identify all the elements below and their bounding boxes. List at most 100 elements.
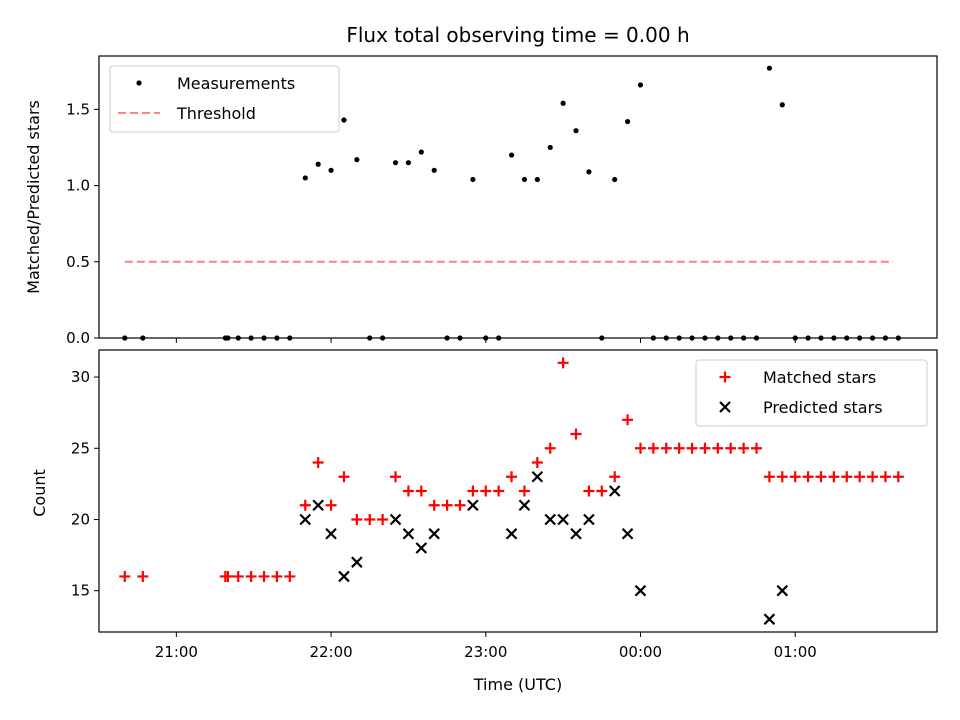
bottom-chart-predicted-stars-point (583, 513, 595, 526)
bottom-chart-predicted-stars-point (389, 513, 402, 526)
bottom-chart-x-tick-label: 23:00 (464, 643, 507, 661)
bottom-chart-predicted-stars-point (634, 584, 647, 597)
bottom-chart-matched-stars-point (531, 457, 543, 469)
bottom-chart-predicted-stars-point (505, 527, 518, 540)
top-chart-measurements-point (405, 160, 412, 166)
bottom-chart-matched-stars-point (325, 499, 337, 511)
bottom-chart-matched-stars-point (351, 513, 363, 525)
top-chart-measurements-point (328, 167, 334, 173)
top-chart-legend-measurements-label: Measurements (177, 74, 295, 93)
bottom-chart-matched-stars-point (119, 570, 131, 582)
bottom-chart-matched-stars-point (518, 485, 530, 497)
bottom-chart-x-tick-label: 00:00 (619, 643, 662, 661)
bottom-chart-matched-stars-point (415, 485, 427, 497)
bottom-chart-matched-stars-point (815, 471, 827, 483)
top-chart-legend (109, 65, 340, 133)
bottom-chart-predicted-stars-point (776, 584, 789, 597)
bottom-chart-matched-stars-point (338, 471, 350, 483)
bottom-chart-matched-stars-point (634, 442, 646, 454)
top-chart-measurements-point (586, 169, 592, 175)
bottom-chart-matched-stars-point (609, 471, 621, 483)
bottom-chart-predicted-stars-point (325, 527, 337, 540)
top-chart-measurements-point (766, 65, 773, 71)
bottom-chart-matched-stars-point (841, 471, 853, 483)
top-chart-measurements-point (547, 144, 553, 151)
bottom-chart-matched-stars-point (137, 570, 149, 582)
bottom-chart-predicted-stars-point (467, 499, 479, 512)
top-chart-measurements-point (779, 102, 785, 108)
bottom-chart-matched-stars-point (763, 471, 775, 483)
top-chart-measurements-point (341, 117, 347, 123)
top-chart-measurements-point (612, 176, 618, 183)
bottom-chart-matched-stars-point (596, 485, 608, 497)
bottom-chart-legend-predicted-stars-swatch (719, 401, 731, 413)
plot-layer: 0.0 0.5 1.0 1.5 Measurements Threshold 15 20 25 3… (66, 55, 938, 661)
bottom-chart-predicted-stars-point (402, 527, 415, 540)
bottom-chart-predicted-stars-point (312, 499, 324, 512)
top-chart-measurements-point (470, 176, 476, 183)
bottom-chart-y-tick-label: 30 (71, 368, 90, 386)
bottom-chart-matched-stars-point (751, 442, 763, 454)
bottom-chart-predicted-stars-point (544, 513, 557, 526)
bottom-chart-matched-stars-point (284, 570, 296, 582)
top-chart-measurements-point (534, 176, 540, 183)
bottom-chart-matched-stars-point (544, 442, 556, 454)
bottom-chart-matched-stars-point (867, 471, 879, 483)
bottom-chart-matched-stars-point (258, 570, 270, 582)
bottom-chart-matched-stars-point (364, 513, 376, 525)
bottom-chart-predicted-stars-point (608, 485, 621, 497)
bottom-chart-matched-stars-point (377, 513, 389, 525)
bottom-chart-matched-stars-point (454, 499, 466, 511)
bottom-chart-predicted-stars-point (557, 513, 569, 526)
bottom-chart-matched-stars-point (828, 471, 840, 483)
bottom-chart-predicted-stars-point (621, 527, 634, 540)
bottom-chart-matched-stars-point (493, 485, 505, 497)
bottom-chart-matched-stars-point (776, 471, 788, 483)
bottom-chart-predicted-stars-point (570, 527, 582, 540)
bottom-chart-matched-stars-point (583, 485, 595, 497)
bottom-chart-predicted-stars-point (763, 613, 776, 625)
top-chart-measurements-point (624, 118, 631, 125)
bottom-chart-matched-stars-point (402, 485, 414, 497)
bottom-chart-matched-stars-point (879, 471, 891, 483)
bottom-chart-matched-stars-point (570, 428, 582, 440)
top-chart-legend-measurements-swatch (136, 80, 142, 86)
bottom-chart-predicted-stars-point (415, 542, 428, 554)
bottom-chart-matched-stars-point (725, 442, 737, 454)
bottom-chart-matched-stars-point (699, 442, 711, 454)
bottom-chart-matched-stars-point (622, 414, 634, 426)
top-chart-y-tick-label: 0.0 (66, 329, 90, 347)
top-chart-measurements-point (354, 157, 360, 163)
bottom-chart-matched-stars-point (245, 570, 257, 582)
bottom-chart-matched-stars-point (441, 499, 453, 511)
bottom-chart-matched-stars-point (299, 499, 311, 511)
top-chart-measurements-point (508, 152, 515, 158)
bottom-chart-predicted-stars-point (518, 499, 531, 512)
bottom-chart-matched-stars-point (557, 357, 569, 369)
top-chart-measurements-point (315, 161, 321, 167)
bottom-chart-matched-stars-point (738, 442, 750, 454)
bottom-chart-xlabel: Time (UTC) (473, 675, 562, 694)
top-chart-measurements-point (302, 175, 308, 181)
bottom-chart-matched-stars-point (660, 442, 672, 454)
bottom-chart-matched-stars-point (712, 442, 724, 454)
top-chart-measurements-point (560, 100, 566, 106)
bottom-chart-matched-stars-point (428, 499, 440, 511)
top-chart-measurements-point (637, 82, 644, 88)
bottom-chart-matched-stars-point (673, 442, 685, 454)
bottom-chart-matched-stars-point (802, 471, 814, 483)
bottom-chart-matched-stars-point (232, 570, 244, 582)
top-chart-y-tick-label: 0.5 (66, 253, 90, 271)
top-chart-ylabel: Matched/Predicted stars (24, 100, 43, 294)
bottom-chart-predicted-stars-point (351, 556, 363, 568)
top-chart-title: Flux total observing time = 0.00 h (346, 23, 689, 47)
top-chart-y-tick-label: 1.0 (66, 177, 90, 195)
top-chart-measurements-point (573, 128, 579, 134)
bottom-chart-x-tick-label: 21:00 (155, 643, 198, 661)
bottom-chart-legend (695, 359, 928, 427)
top-chart-y-tick-label: 1.5 (66, 100, 90, 118)
bottom-chart-matched-stars-point (222, 570, 234, 582)
bottom-chart-x-tick-label: 22:00 (309, 643, 352, 661)
bottom-chart-matched-stars-point (467, 485, 479, 497)
top-chart-legend-threshold-label: Threshold (176, 104, 256, 123)
